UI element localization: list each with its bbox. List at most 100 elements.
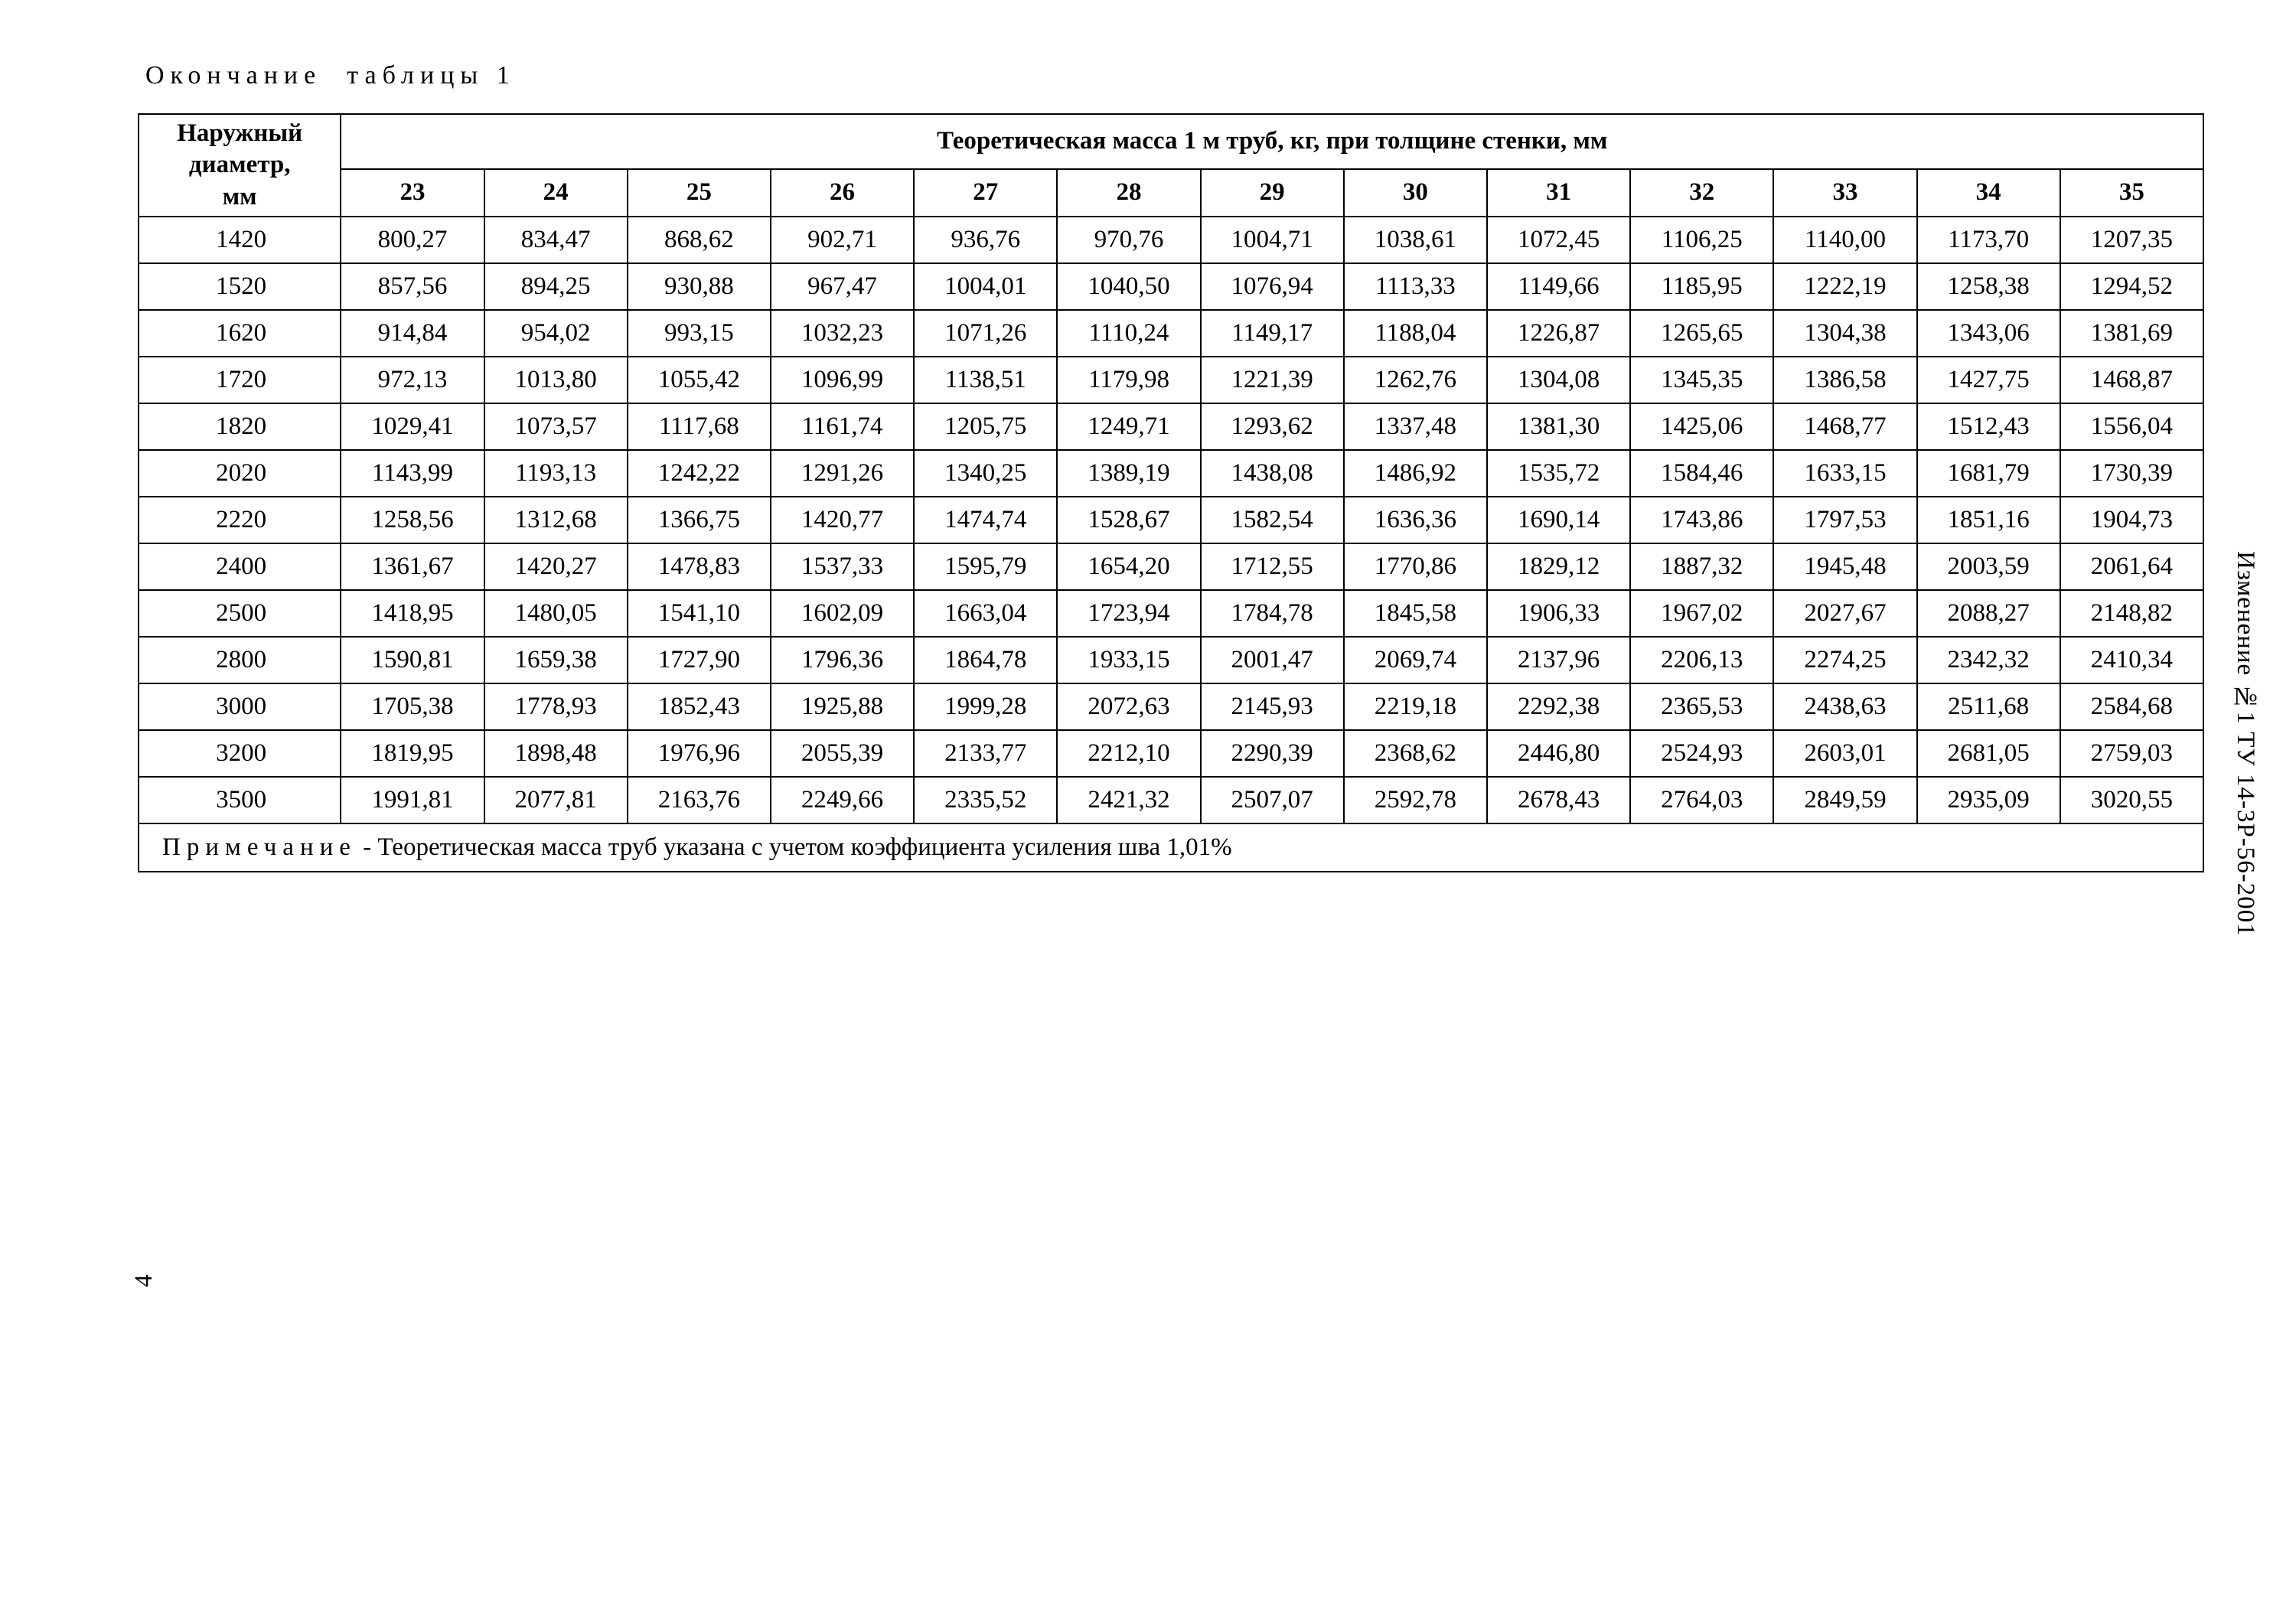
mass-cell: 1582,54 (1201, 497, 1344, 543)
mass-cell: 1138,51 (914, 357, 1057, 403)
mass-cell: 1113,33 (1344, 263, 1487, 310)
mass-cell: 2511,68 (1917, 683, 2060, 730)
mass-cell: 1004,01 (914, 263, 1057, 310)
mass-cell: 2446,80 (1487, 730, 1630, 777)
mass-cell: 1381,69 (2060, 310, 2203, 357)
table-row: 35001991,812077,812163,762249,662335,522… (139, 777, 2203, 823)
thickness-col-header: 26 (771, 169, 914, 217)
mass-cell: 2342,32 (1917, 637, 2060, 683)
mass-cell: 2592,78 (1344, 777, 1487, 823)
mass-cell: 1055,42 (628, 357, 771, 403)
mass-cell: 1294,52 (2060, 263, 2203, 310)
table-caption: Окончание таблицы 1 (145, 61, 2204, 90)
diameter-cell: 1520 (139, 263, 341, 310)
mass-cell: 1193,13 (484, 450, 628, 497)
note-cell: Примечание - Теоретическая масса труб ук… (139, 823, 2203, 872)
mass-cell: 1038,61 (1344, 217, 1487, 263)
mass-cell: 1427,75 (1917, 357, 2060, 403)
mass-cell: 1032,23 (771, 310, 914, 357)
diameter-cell: 2800 (139, 637, 341, 683)
mass-cell: 1541,10 (628, 590, 771, 637)
mass-cell: 1040,50 (1057, 263, 1200, 310)
diameter-cell: 2500 (139, 590, 341, 637)
mass-cell: 1004,71 (1201, 217, 1344, 263)
mass-cell: 1705,38 (341, 683, 484, 730)
mass-cell: 1478,83 (628, 543, 771, 590)
diameter-cell: 1720 (139, 357, 341, 403)
mass-cell: 1304,08 (1487, 357, 1630, 403)
mass-cell: 868,62 (628, 217, 771, 263)
mass-cell: 2335,52 (914, 777, 1057, 823)
mass-cell: 1418,95 (341, 590, 484, 637)
mass-cell: 1584,46 (1630, 450, 1773, 497)
mass-cell: 993,15 (628, 310, 771, 357)
thickness-header-row: 23242526272829303132333435 (139, 169, 2203, 217)
mass-cell: 1340,25 (914, 450, 1057, 497)
table-body: 1420800,27834,47868,62902,71936,76970,76… (139, 217, 2203, 823)
thickness-col-header: 24 (484, 169, 628, 217)
mass-cell: 2212,10 (1057, 730, 1200, 777)
mass-cell: 1185,95 (1630, 263, 1773, 310)
mass-cell: 1933,15 (1057, 637, 1200, 683)
mass-cell: 1967,02 (1630, 590, 1773, 637)
mass-cell: 834,47 (484, 217, 628, 263)
mass-cell: 1864,78 (914, 637, 1057, 683)
mass-cell: 1486,92 (1344, 450, 1487, 497)
mass-cell: 1633,15 (1773, 450, 1916, 497)
table-row: 28001590,811659,381727,901796,361864,781… (139, 637, 2203, 683)
mass-cell: 857,56 (341, 263, 484, 310)
mass-cell: 1819,95 (341, 730, 484, 777)
mass-cell: 1013,80 (484, 357, 628, 403)
mass-cell: 1304,38 (1773, 310, 1916, 357)
thickness-col-header: 28 (1057, 169, 1200, 217)
mass-cell: 1226,87 (1487, 310, 1630, 357)
table-row: 18201029,411073,571117,681161,741205,751… (139, 403, 2203, 450)
thickness-col-header: 27 (914, 169, 1057, 217)
mass-cell: 1468,87 (2060, 357, 2203, 403)
mass-cell: 1784,78 (1201, 590, 1344, 637)
mass-cell: 894,25 (484, 263, 628, 310)
mass-cell: 1845,58 (1344, 590, 1487, 637)
thickness-col-header: 33 (1773, 169, 1916, 217)
mass-cell: 2365,53 (1630, 683, 1773, 730)
mass-cell: 914,84 (341, 310, 484, 357)
table-row: 1620914,84954,02993,151032,231071,261110… (139, 310, 2203, 357)
side-document-id: Изменение №1 ТУ 14-3Р-56-2001 (2231, 551, 2259, 937)
thickness-col-header: 31 (1487, 169, 1630, 217)
table-row: 25001418,951480,051541,101602,091663,041… (139, 590, 2203, 637)
thickness-col-header: 34 (1917, 169, 2060, 217)
mass-cell: 1991,81 (341, 777, 484, 823)
mass-cell: 1291,26 (771, 450, 914, 497)
mass-cell: 1976,96 (628, 730, 771, 777)
mass-cell: 1730,39 (2060, 450, 2203, 497)
mass-cell: 1076,94 (1201, 263, 1344, 310)
mass-cell: 1595,79 (914, 543, 1057, 590)
mass-cell: 1071,26 (914, 310, 1057, 357)
diameter-cell: 1620 (139, 310, 341, 357)
mass-cell: 954,02 (484, 310, 628, 357)
mass-cell: 1258,56 (341, 497, 484, 543)
mass-cell: 1205,75 (914, 403, 1057, 450)
table-row: 24001361,671420,271478,831537,331595,791… (139, 543, 2203, 590)
mass-cell: 1535,72 (1487, 450, 1630, 497)
mass-cell: 1345,35 (1630, 357, 1773, 403)
row-header: Наружныйдиаметр,мм (139, 114, 341, 217)
mass-cell: 1249,71 (1057, 403, 1200, 450)
thickness-col-header: 23 (341, 169, 484, 217)
mass-cell: 1602,09 (771, 590, 914, 637)
mass-cell: 1537,33 (771, 543, 914, 590)
mass-cell: 1029,41 (341, 403, 484, 450)
mass-cell: 1556,04 (2060, 403, 2203, 450)
mass-cell: 2935,09 (1917, 777, 2060, 823)
mass-cell: 1663,04 (914, 590, 1057, 637)
thickness-col-header: 29 (1201, 169, 1344, 217)
mass-cell: 2849,59 (1773, 777, 1916, 823)
diameter-cell: 2020 (139, 450, 341, 497)
mass-cell: 2003,59 (1917, 543, 2060, 590)
mass-cell: 1073,57 (484, 403, 628, 450)
diameter-cell: 2400 (139, 543, 341, 590)
mass-cell: 1179,98 (1057, 357, 1200, 403)
mass-cell: 2219,18 (1344, 683, 1487, 730)
diameter-cell: 2220 (139, 497, 341, 543)
caption-word2: таблицы (347, 61, 484, 90)
